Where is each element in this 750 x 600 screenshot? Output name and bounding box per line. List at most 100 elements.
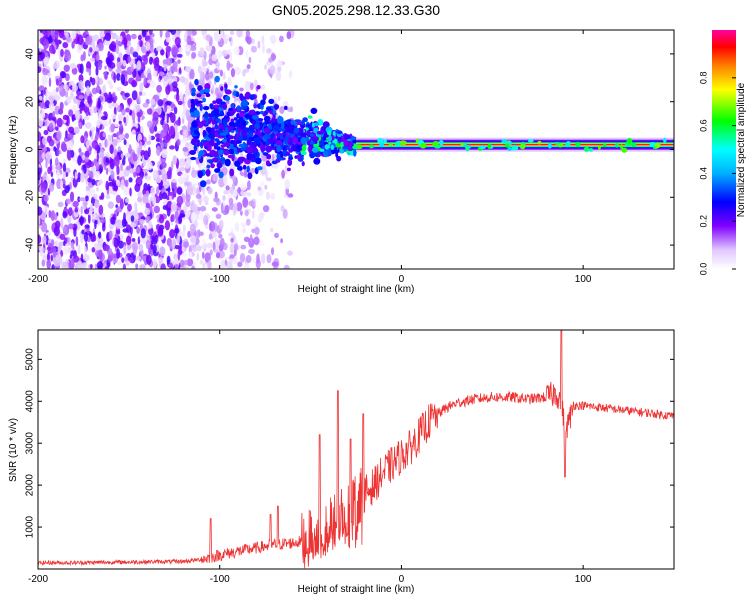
heatmap-cell — [129, 257, 134, 264]
heatmap-cell — [196, 122, 204, 128]
heatmap-cell — [75, 236, 79, 247]
heatmap-cell — [68, 126, 75, 134]
heatmap-cell — [90, 264, 93, 269]
heatmap-cell — [271, 53, 277, 61]
heatmap-cell — [207, 187, 213, 195]
heatmap-cell — [257, 40, 261, 49]
heatmap-cell — [198, 231, 204, 236]
heatmap-cell — [38, 131, 42, 142]
heatmap-cell — [231, 103, 235, 108]
heatmap-cell — [400, 140, 406, 146]
heatmap-cell — [292, 137, 298, 144]
heatmap-cell — [255, 157, 262, 165]
heatmap-cell — [108, 230, 113, 241]
heatmap-cell — [60, 141, 67, 152]
snr-y-ticks: 1000 2000 3000 4000 5000 — [25, 348, 674, 538]
heatmap-cell — [150, 186, 156, 197]
heatmap-cell — [310, 107, 318, 114]
heatmap-cell — [246, 192, 252, 197]
heatmap-cell — [278, 96, 281, 102]
snr-frame — [37, 329, 675, 570]
heatmap-cell — [125, 260, 130, 267]
heatmap-cell — [72, 200, 79, 208]
heatmap-cell — [139, 218, 145, 225]
y-tick-label: 5000 — [25, 348, 36, 371]
heatmap-cell — [229, 254, 235, 259]
heatmap-cell — [173, 106, 178, 115]
heatmap-cell — [113, 182, 117, 191]
heatmap-cell — [316, 130, 324, 135]
heatmap-cell — [43, 194, 49, 202]
heatmap-cell — [275, 71, 282, 81]
heatmap-cell — [243, 236, 250, 242]
heatmap-cell — [208, 71, 214, 79]
y-tick-label: 20 — [25, 96, 36, 108]
heatmap-cell — [249, 234, 253, 244]
heatmap-cell — [199, 180, 207, 188]
heatmap-cell — [184, 181, 191, 186]
heatmap-cell — [487, 143, 491, 150]
heatmap-cell — [104, 65, 107, 70]
heatmap-cell — [137, 191, 143, 198]
heatmap-cell — [83, 115, 90, 121]
heatmap-cell — [249, 94, 255, 101]
heatmap-cell — [177, 100, 183, 106]
heatmap-cell — [190, 156, 197, 161]
heatmap-cell — [55, 78, 59, 86]
heatmap-cell — [82, 262, 88, 269]
heatmap-cell — [283, 264, 290, 269]
heatmap-cell — [148, 30, 153, 35]
heatmap-cell — [377, 138, 384, 144]
heatmap-cell — [353, 148, 357, 157]
heatmap-cell — [257, 186, 262, 191]
heatmap-cell — [199, 89, 204, 95]
heatmap-cell — [177, 249, 180, 261]
heatmap-cell — [235, 140, 242, 144]
heatmap-cell — [110, 216, 116, 225]
heatmap-cell — [60, 179, 64, 191]
heatmap-cell — [69, 254, 73, 259]
heatmap-cell — [230, 237, 234, 243]
heatmap-cell — [46, 259, 51, 269]
heatmap-cell — [136, 226, 141, 234]
heatmap-cell — [66, 150, 72, 161]
heatmap-cell — [68, 109, 74, 117]
heatmap-cell — [131, 238, 136, 242]
heatmap-cell — [79, 63, 84, 75]
heatmap-cell — [511, 144, 519, 151]
heatmap-cell — [127, 56, 132, 63]
heatmap-cell — [663, 137, 667, 143]
heatmap-cell — [68, 259, 75, 269]
heatmap-cell — [254, 123, 260, 130]
heatmap-cell — [40, 221, 48, 233]
heatmap-cell — [38, 171, 41, 181]
heatmap-cell — [153, 58, 158, 66]
heatmap-cell — [120, 179, 125, 191]
heatmap-cell — [124, 30, 129, 34]
heatmap-cell — [154, 125, 158, 132]
heatmap-cell — [110, 113, 117, 120]
heatmap-cell — [256, 85, 261, 90]
heatmap-cell — [120, 153, 124, 159]
heatmap-cell — [239, 156, 246, 162]
heatmap-cell — [232, 175, 236, 183]
heatmap-cell — [269, 65, 276, 75]
heatmap-cell — [286, 167, 291, 172]
heatmap-cell — [98, 249, 103, 260]
heatmap-cell — [179, 166, 186, 172]
heatmap-cell — [216, 30, 223, 39]
heatmap-cell — [43, 129, 49, 136]
heatmap-cell — [46, 232, 52, 237]
heatmap-cell — [73, 126, 80, 135]
heatmap-cell — [104, 138, 108, 148]
heatmap-cell — [137, 112, 141, 123]
heatmap-cell — [235, 91, 240, 98]
heatmap-cell — [49, 157, 53, 167]
heatmap-cell — [155, 133, 161, 139]
heatmap-cell — [83, 105, 88, 114]
snr-y-label: SNR (10 * v/v) — [8, 418, 19, 482]
heatmap-cell — [150, 98, 156, 106]
y-tick-label: 2000 — [25, 474, 36, 497]
heatmap-cell — [310, 133, 314, 137]
heatmap-cell — [287, 140, 293, 146]
